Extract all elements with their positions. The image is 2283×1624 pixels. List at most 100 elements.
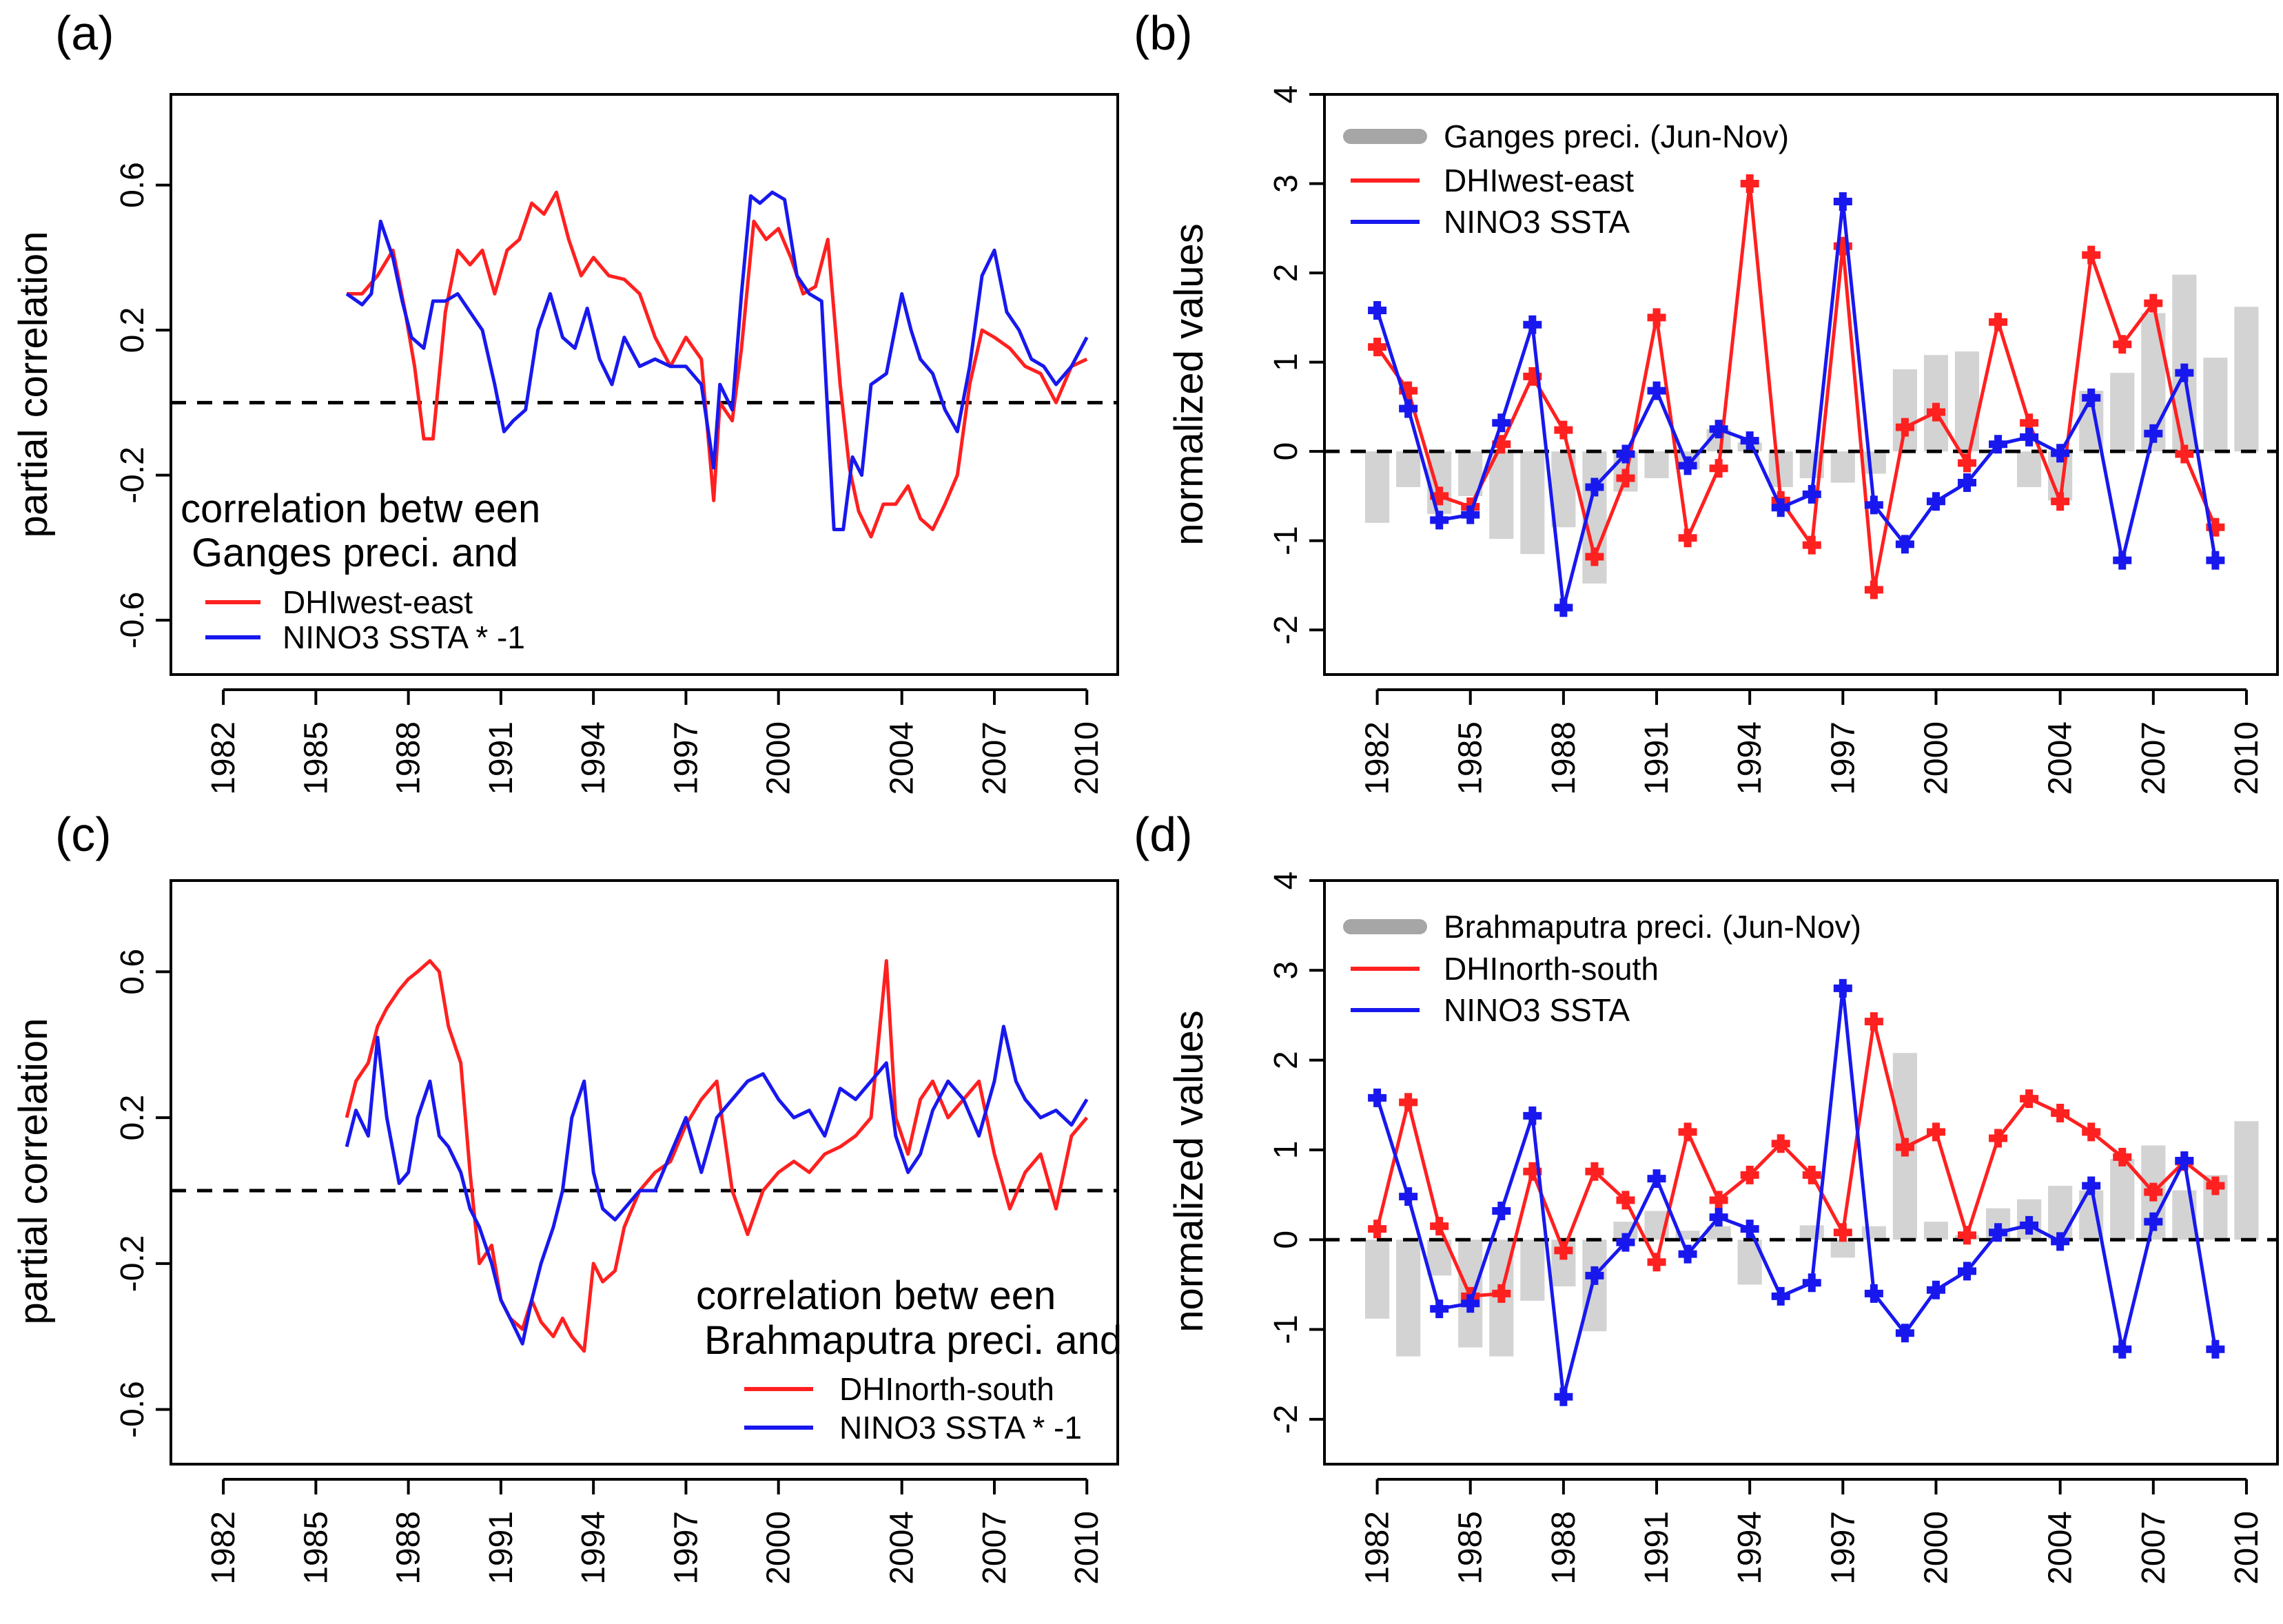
y-tick-label: 0 <box>1268 1231 1304 1249</box>
red-point-marker <box>1616 1191 1635 1210</box>
x-tick-label: 2004 <box>884 721 921 795</box>
red-series-line <box>347 190 1088 539</box>
x-tick-label: 1988 <box>391 721 427 795</box>
blue-point-marker <box>1895 1324 1914 1343</box>
blue-point-marker <box>2082 388 2101 407</box>
red-point-marker <box>1368 1220 1387 1239</box>
panel-b-legend: Ganges preci. (Jun-Nov) DHIwest-east NIN… <box>1343 119 1789 240</box>
blue-series-line <box>345 1025 1089 1346</box>
red-point-marker <box>1616 469 1635 488</box>
precip-bar <box>1644 451 1669 479</box>
blue-series-line <box>1375 199 2218 610</box>
blue-point-marker <box>1399 1187 1418 1206</box>
panel-b-y-axis: -2 -1 0 1 2 3 4 <box>1268 85 1324 645</box>
blue-point-marker <box>1647 1169 1666 1189</box>
blue-point-marker <box>1585 477 1604 497</box>
y-tick-label: 2 <box>1268 1051 1304 1069</box>
red-point-marker <box>1430 1217 1449 1236</box>
precip-bar <box>2110 373 2135 452</box>
red-point-marker <box>1802 535 1821 555</box>
panel-c-label: (c) <box>55 808 112 861</box>
red-series-line <box>1375 1020 2217 1298</box>
blue-point-marker <box>2175 363 2194 382</box>
blue-point-marker <box>1678 1244 1697 1264</box>
blue-point-marker <box>1678 456 1697 475</box>
red-point-marker <box>1926 402 1945 422</box>
blue-point-marker <box>2020 427 2039 446</box>
panel-a-legend-blue-label: NINO3 SSTA * -1 <box>283 619 525 655</box>
panel-a-plot-area <box>171 190 1118 539</box>
panel-a-legend-title-1: correlation betw een <box>181 486 540 531</box>
blue-point-marker <box>1647 381 1666 400</box>
red-series-line <box>345 959 1089 1353</box>
blue-point-marker <box>1864 1284 1883 1303</box>
precip-bar <box>2048 1186 2073 1240</box>
y-tick-label: 0.2 <box>114 1095 151 1141</box>
precip-bar <box>1520 451 1545 555</box>
blue-point-marker <box>2082 1176 2101 1195</box>
red-point-marker <box>2113 335 2132 354</box>
panel-d-x-axis: 1982 1985 1988 1991 1994 1997 2000 2004 2007 2010 <box>1360 1478 2265 1585</box>
x-tick-label: 1988 <box>1546 1511 1582 1585</box>
blue-point-marker <box>1989 1223 2008 1242</box>
panel-c-legend-title-1: correlation betw een <box>696 1273 1056 1318</box>
blue-point-marker <box>1492 1202 1511 1221</box>
x-tick-label: 2007 <box>2136 1511 2172 1585</box>
panel-c-legend-red-label: DHInorth-south <box>839 1371 1054 1407</box>
blue-point-marker <box>1616 444 1635 464</box>
red-point-marker <box>1864 580 1883 599</box>
red-point-marker <box>2206 1176 2225 1195</box>
x-tick-label: 2004 <box>884 1511 921 1585</box>
x-tick-label: 2010 <box>1069 1511 1105 1585</box>
y-tick-label: -0.6 <box>114 1381 151 1438</box>
panel-b-legend-red-label: DHIwest-east <box>1444 163 1634 198</box>
y-tick-label: 4 <box>1268 85 1304 104</box>
red-point-marker <box>1989 312 2008 331</box>
panel-a-legend: correlation betw een Ganges preci. and D… <box>181 486 540 655</box>
blue-point-marker <box>1554 598 1573 617</box>
blue-point-marker <box>1926 492 1945 511</box>
precip-bar <box>2110 1158 2135 1240</box>
panel-c-frame <box>170 879 1119 1466</box>
y-tick-label: 3 <box>1268 174 1304 193</box>
precip-bar <box>1396 451 1421 487</box>
blue-point-marker <box>1833 192 1852 211</box>
red-point-marker <box>2175 444 2194 464</box>
y-tick-label: 1 <box>1268 353 1304 371</box>
blue-point-marker <box>2175 1151 2194 1171</box>
y-tick-label: 0 <box>1268 442 1304 461</box>
blue-point-marker <box>1430 511 1449 530</box>
panel-c-legend-title-2: Brahmaputra preci. and <box>704 1318 1122 1363</box>
y-tick-label: 3 <box>1268 961 1304 980</box>
blue-point-marker <box>2144 424 2163 443</box>
red-point-marker <box>2206 517 2225 537</box>
y-tick-label: -2 <box>1268 615 1304 645</box>
blue-point-marker <box>1802 484 1821 504</box>
blue-point-marker <box>1554 1387 1573 1406</box>
y-tick-label: -0.2 <box>114 446 151 504</box>
panel-a-ylabel: partial correlation <box>11 232 56 538</box>
x-tick-label: 1991 <box>1639 721 1675 795</box>
panel-a-x-axis: 1982 1985 1988 1991 1994 1997 2000 2004 2007 2010 <box>205 688 1105 795</box>
blue-point-marker <box>1523 315 1542 334</box>
blue-point-marker <box>1958 1262 1977 1281</box>
red-point-marker <box>1895 1138 1914 1157</box>
blue-point-marker <box>1771 1286 1790 1306</box>
x-tick-label: 1988 <box>1546 721 1582 795</box>
blue-point-marker <box>1895 535 1914 554</box>
x-tick-label: 2004 <box>2043 721 2079 795</box>
red-point-marker <box>1368 338 1387 357</box>
panel-c-legend-blue-label: NINO3 SSTA * -1 <box>839 1410 1082 1446</box>
x-tick-label: 1985 <box>1453 1511 1489 1585</box>
blue-point-marker <box>1989 435 2008 454</box>
y-tick-label: -2 <box>1268 1405 1304 1435</box>
red-point-marker <box>1647 308 1666 327</box>
blue-point-marker <box>1399 399 1418 418</box>
red-point-marker <box>1958 453 1977 473</box>
x-tick-label: 1994 <box>1732 721 1768 795</box>
red-point-marker <box>1833 1223 1852 1242</box>
precip-bar <box>1830 451 1855 483</box>
red-point-marker <box>1678 1122 1697 1142</box>
x-tick-label: 1991 <box>483 721 520 795</box>
panel-a: (a) partial correlation -0.6 -0.2 0.2 0.6 1… <box>11 6 1119 795</box>
